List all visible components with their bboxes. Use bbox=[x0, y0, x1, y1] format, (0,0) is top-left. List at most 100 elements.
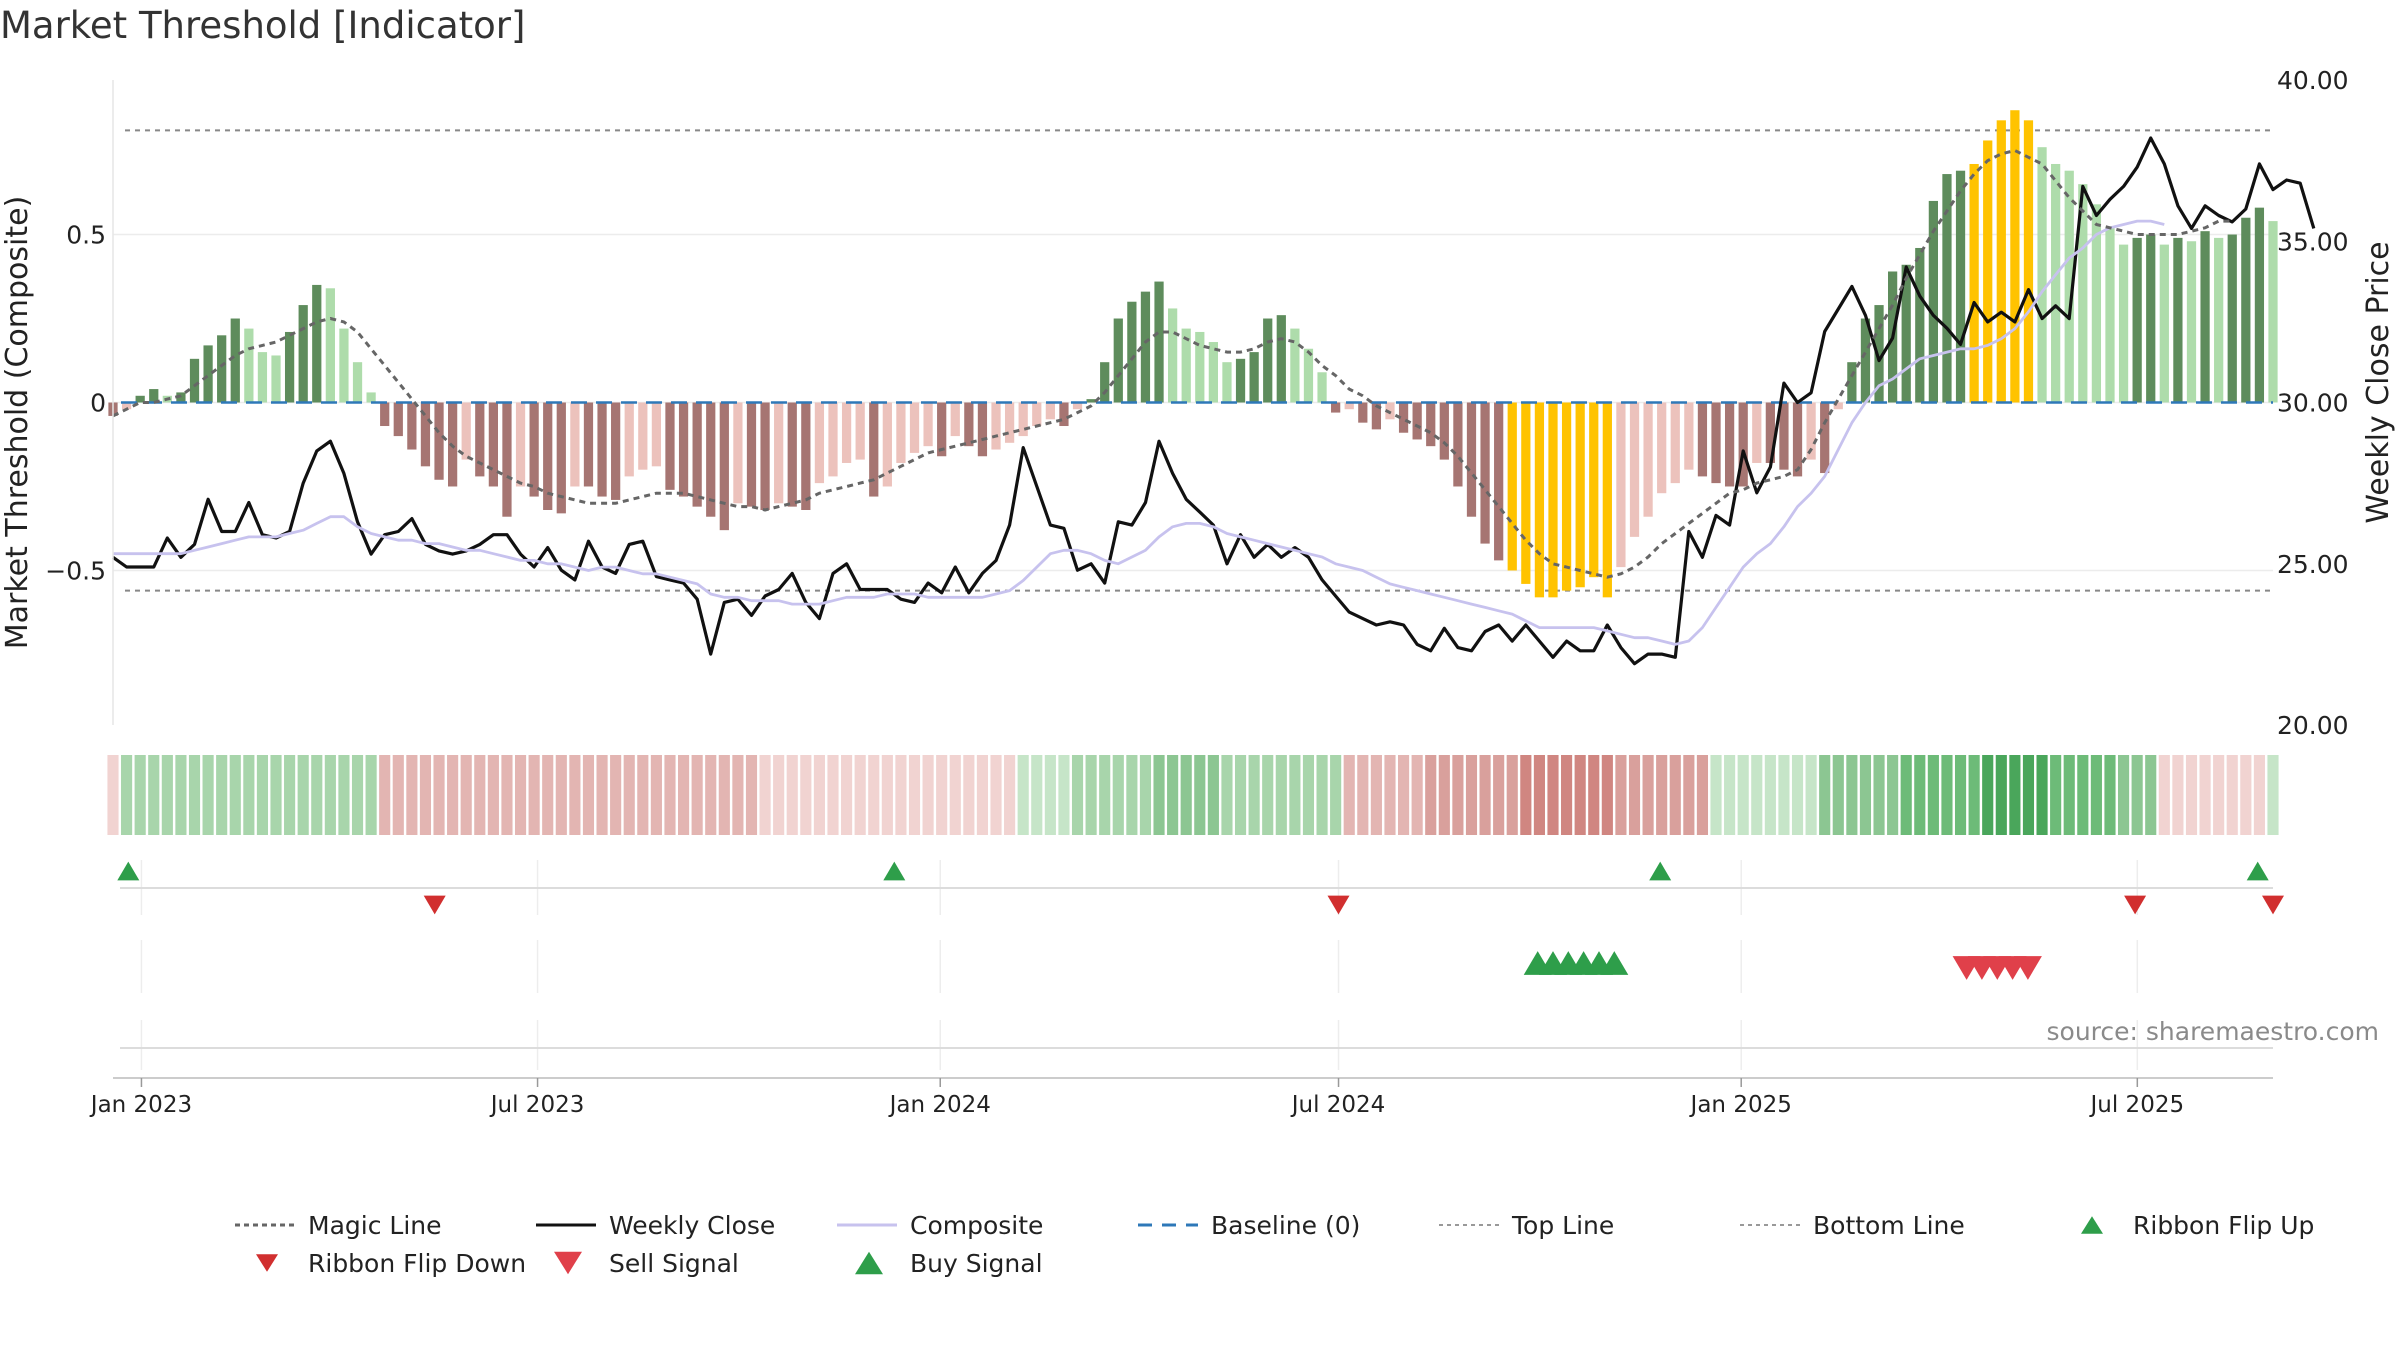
histogram-bar bbox=[719, 402, 729, 531]
ribbon-flip-up-marker bbox=[1649, 861, 1672, 881]
ribbon-cell bbox=[1479, 755, 1491, 835]
legend-item-sell: Sell Signal bbox=[554, 1249, 739, 1278]
ribbon-cell bbox=[1126, 755, 1138, 835]
histogram-bar bbox=[1548, 402, 1558, 598]
histogram-bar bbox=[2037, 147, 2047, 403]
ribbon-cell bbox=[881, 755, 893, 835]
histogram-bar bbox=[1833, 402, 1843, 410]
legend-label: Ribbon Flip Up bbox=[2133, 1211, 2314, 1240]
histogram-bar bbox=[1942, 174, 1952, 403]
histogram-bar bbox=[841, 402, 852, 463]
histogram-bar bbox=[1915, 247, 1925, 403]
histogram-bar bbox=[420, 402, 431, 467]
histogram-bar bbox=[1738, 402, 1748, 487]
ribbon-cell bbox=[895, 755, 907, 835]
ribbon-cell bbox=[2131, 755, 2143, 835]
histogram-bar bbox=[1235, 358, 1246, 403]
ribbon-cell bbox=[270, 755, 282, 835]
left-tick-label: 0 bbox=[90, 389, 106, 418]
histogram-bar bbox=[1629, 402, 1640, 537]
ribbon-cell bbox=[1941, 755, 1953, 835]
right-tick-label: 40.00 bbox=[2277, 66, 2349, 95]
histogram-bar bbox=[1616, 402, 1626, 568]
histogram-bar bbox=[570, 402, 580, 487]
legend-label: Buy Signal bbox=[910, 1249, 1043, 1278]
histogram-bar bbox=[1507, 402, 1517, 571]
histogram-bar bbox=[583, 402, 594, 487]
date-tick-label: Jan 2024 bbox=[888, 1092, 991, 1118]
ribbon-cell bbox=[2253, 755, 2265, 835]
ribbon-cell bbox=[2050, 755, 2062, 835]
histogram-bar bbox=[217, 335, 227, 403]
histogram-bar bbox=[1195, 331, 1205, 403]
ribbon-cell bbox=[569, 755, 581, 835]
histogram-bar bbox=[1222, 362, 1232, 403]
histogram-bar bbox=[475, 402, 485, 477]
ribbon-cell bbox=[963, 755, 975, 835]
histogram-bar bbox=[1181, 328, 1191, 403]
histogram-bar bbox=[2132, 237, 2142, 403]
ribbon-cell bbox=[610, 755, 622, 835]
date-tick-label: Jul 2023 bbox=[489, 1092, 585, 1118]
ribbon-cell bbox=[677, 755, 690, 835]
histogram-bar bbox=[611, 402, 621, 500]
ribbon-cell bbox=[1656, 755, 1668, 835]
ribbon-cell bbox=[1180, 755, 1192, 835]
ribbon-cell bbox=[1004, 755, 1016, 835]
histogram-bar bbox=[1697, 402, 1708, 477]
ribbon-cell bbox=[1452, 755, 1464, 835]
histogram-bar bbox=[2105, 227, 2115, 403]
histogram-bar bbox=[149, 389, 159, 403]
ribbon-cell bbox=[1302, 755, 1315, 835]
histogram-bar bbox=[1480, 402, 1490, 544]
right-tick-label: 35.00 bbox=[2277, 227, 2349, 256]
histogram-bar bbox=[1983, 140, 1993, 403]
histogram-bar bbox=[692, 402, 702, 507]
legend-item-magic: Magic Line bbox=[235, 1211, 442, 1240]
ribbon-cell bbox=[1397, 755, 1410, 835]
histogram-bar bbox=[298, 305, 308, 403]
ribbon-cell bbox=[1615, 755, 1627, 835]
histogram-bar bbox=[2159, 244, 2169, 403]
histogram-bar bbox=[1860, 318, 1871, 403]
ribbon-cell bbox=[1058, 755, 1070, 835]
ribbon-cell bbox=[1669, 755, 1681, 835]
histogram-bar bbox=[1955, 170, 1966, 403]
ribbon-cell bbox=[324, 755, 336, 835]
histogram-bar bbox=[1290, 328, 1300, 403]
ribbon-cell bbox=[514, 755, 527, 835]
histogram-bar bbox=[1059, 402, 1069, 427]
trend-ribbon bbox=[107, 755, 2279, 835]
ribbon-cell bbox=[1846, 755, 1858, 835]
histogram-bar bbox=[135, 395, 145, 403]
axes: 0.5 0 −0.5 40.00 35.00 30.00 25.00 20.00 bbox=[45, 66, 2348, 740]
ribbon-cell bbox=[705, 755, 717, 835]
ribbon-cell bbox=[1561, 755, 1573, 835]
ribbon-cell bbox=[107, 755, 119, 835]
right-axis-title: Weekly Close Price bbox=[2361, 241, 2396, 523]
histogram-bar bbox=[2214, 237, 2224, 403]
series-lines bbox=[112, 136, 2316, 666]
histogram-bar bbox=[380, 402, 390, 427]
ribbon-cell bbox=[1112, 755, 1124, 835]
histogram-bar bbox=[977, 402, 988, 457]
ribbon-cell bbox=[1982, 755, 1994, 835]
histogram-bar bbox=[1439, 402, 1449, 460]
legend-label: Composite bbox=[910, 1211, 1043, 1240]
ribbon-cell bbox=[827, 755, 839, 835]
histogram-bar bbox=[2146, 234, 2156, 403]
histogram-bar bbox=[1820, 402, 1830, 474]
ribbon-cell bbox=[1900, 755, 1912, 835]
ribbon-cell bbox=[1194, 755, 1206, 835]
histogram-bar bbox=[923, 402, 933, 447]
ribbon-cell bbox=[637, 755, 649, 835]
legend-item-bottom: Bottom Line bbox=[1740, 1211, 1965, 1240]
ribbon-cell bbox=[1520, 755, 1532, 835]
ribbon-cell bbox=[2267, 755, 2279, 835]
histogram-bar bbox=[1072, 402, 1083, 410]
histogram-bar bbox=[1344, 402, 1354, 410]
ribbon-cell bbox=[2240, 755, 2252, 835]
ribbon-cell bbox=[1275, 755, 1287, 835]
legend-item-composite: Composite bbox=[837, 1211, 1043, 1240]
histogram-bar bbox=[1249, 352, 1259, 403]
